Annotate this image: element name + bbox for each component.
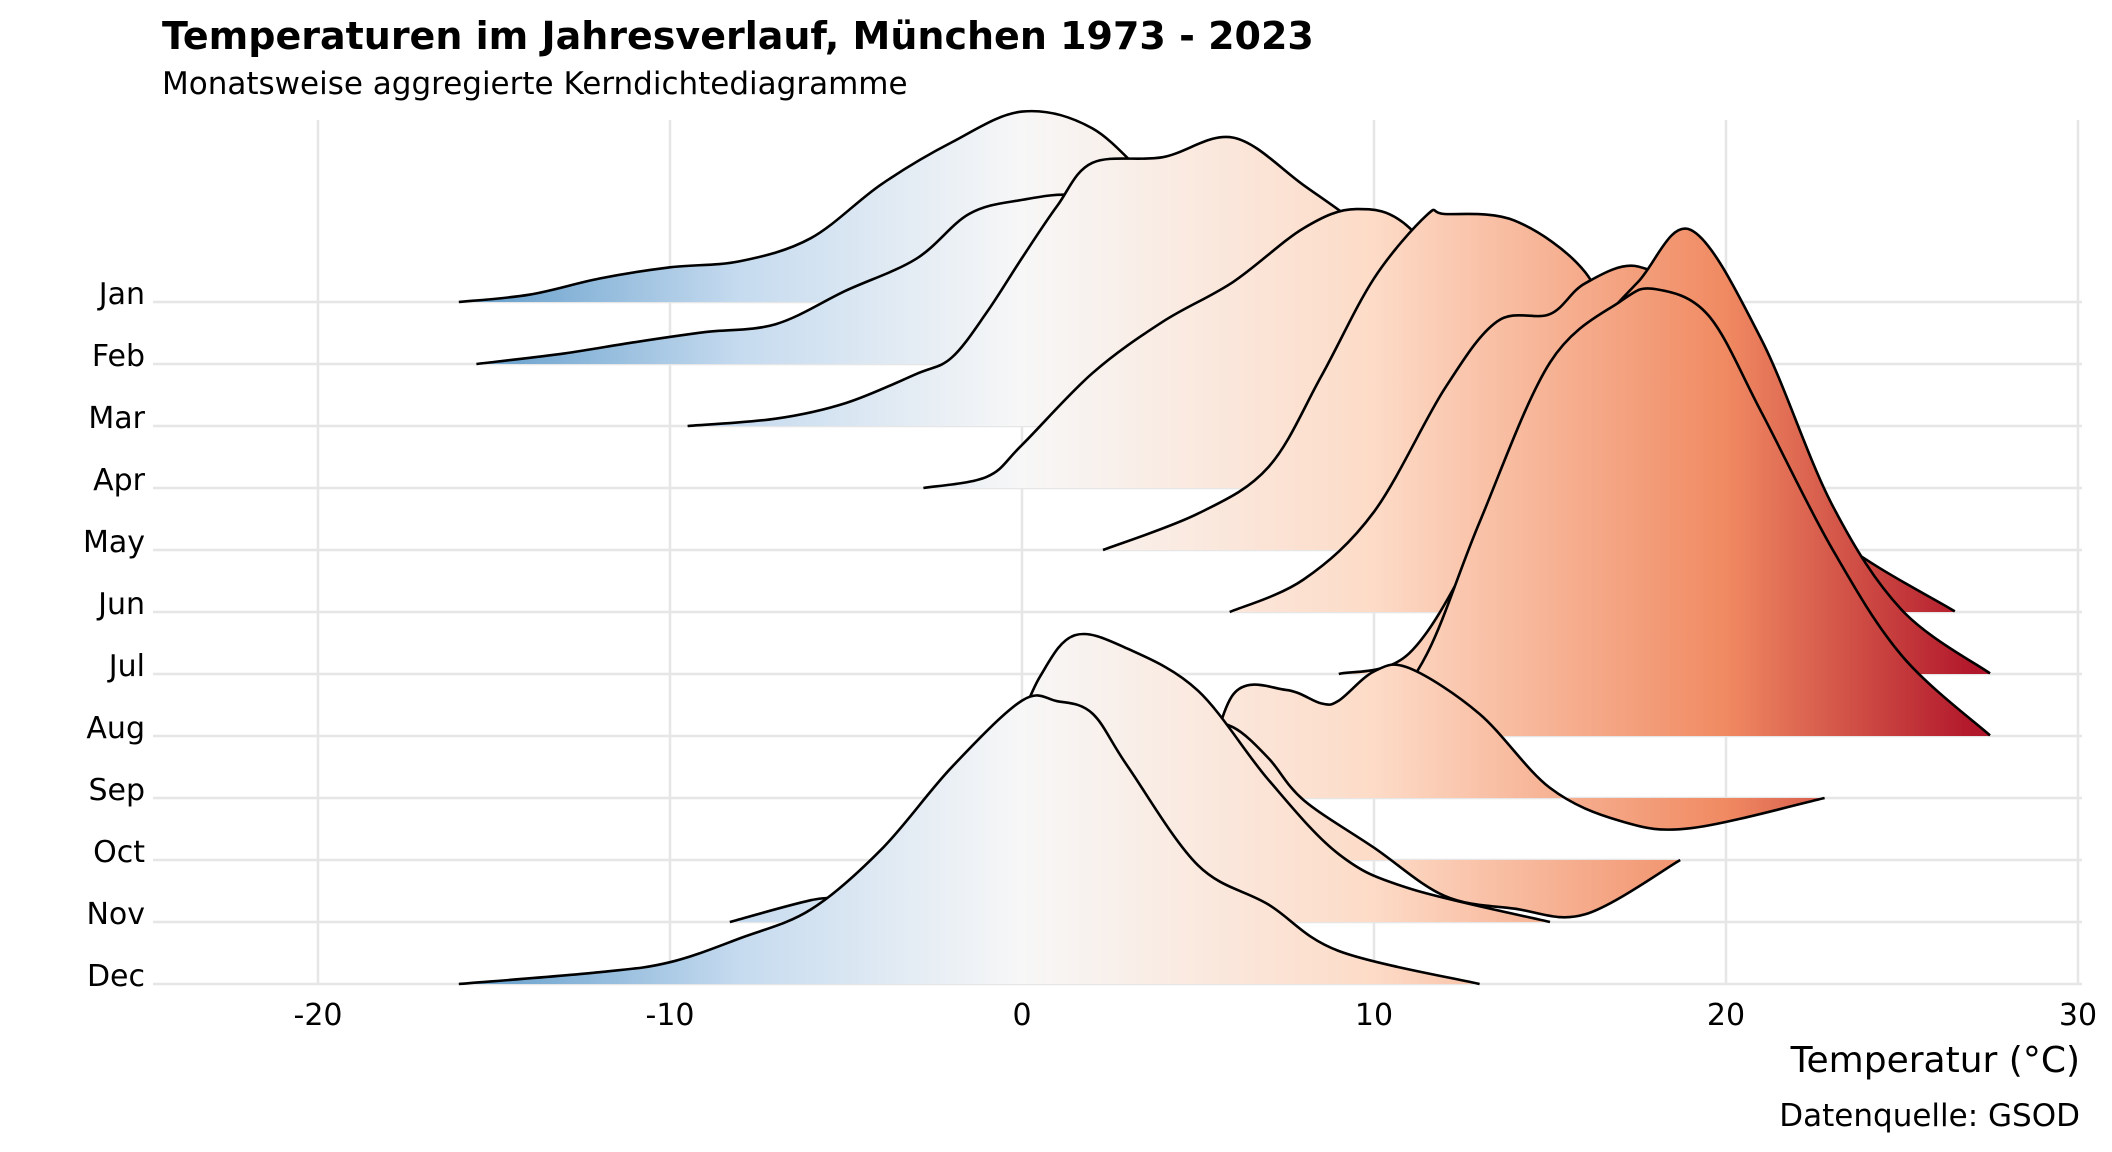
month-label: Aug bbox=[86, 711, 145, 746]
ridge-outline bbox=[1200, 663, 1825, 831]
chart-subtitle: Monatsweise aggregierte Kerndichtediagra… bbox=[162, 66, 908, 102]
ridge-area bbox=[1370, 288, 1990, 736]
month-label: Apr bbox=[93, 463, 146, 498]
ridge-aug bbox=[1369, 287, 1991, 737]
ridge-outline bbox=[1369, 287, 1991, 737]
ridge-area bbox=[458, 695, 1480, 984]
ridge-outline bbox=[458, 694, 1480, 986]
ridge-sep bbox=[1200, 663, 1825, 831]
x-tick-labels: -20 -10 0 10 20 30 bbox=[294, 998, 2098, 1033]
month-labels: Jan Feb Mar Apr May Jun Jul Aug Sep Oct Nov Dec bbox=[83, 277, 146, 994]
month-label: Nov bbox=[86, 897, 145, 932]
density-ridges bbox=[458, 109, 1991, 986]
source-caption: Datenquelle: GSOD bbox=[1779, 1098, 2080, 1134]
month-label: Jan bbox=[97, 277, 145, 312]
x-tick-label: 30 bbox=[2059, 998, 2097, 1033]
ridge-area bbox=[1201, 664, 1825, 830]
month-label: Dec bbox=[87, 959, 145, 994]
chart-title: Temperaturen im Jahresverlauf, München 1… bbox=[162, 14, 1314, 58]
x-tick-label: -20 bbox=[294, 998, 343, 1033]
month-label: Sep bbox=[88, 773, 145, 808]
month-label: May bbox=[83, 525, 145, 560]
month-label: Oct bbox=[93, 835, 145, 870]
month-label: Feb bbox=[92, 339, 145, 374]
ridge-dec bbox=[458, 694, 1480, 986]
x-tick-label: 20 bbox=[1707, 998, 1745, 1033]
x-tick-label: -10 bbox=[646, 998, 695, 1033]
month-label: Mar bbox=[88, 401, 145, 436]
month-label: Jun bbox=[96, 587, 145, 622]
x-tick-label: 10 bbox=[1355, 998, 1393, 1033]
x-axis-label: Temperatur (°C) bbox=[1790, 1040, 2080, 1081]
x-tick-label: 0 bbox=[1012, 998, 1031, 1033]
month-label: Jul bbox=[107, 649, 145, 684]
